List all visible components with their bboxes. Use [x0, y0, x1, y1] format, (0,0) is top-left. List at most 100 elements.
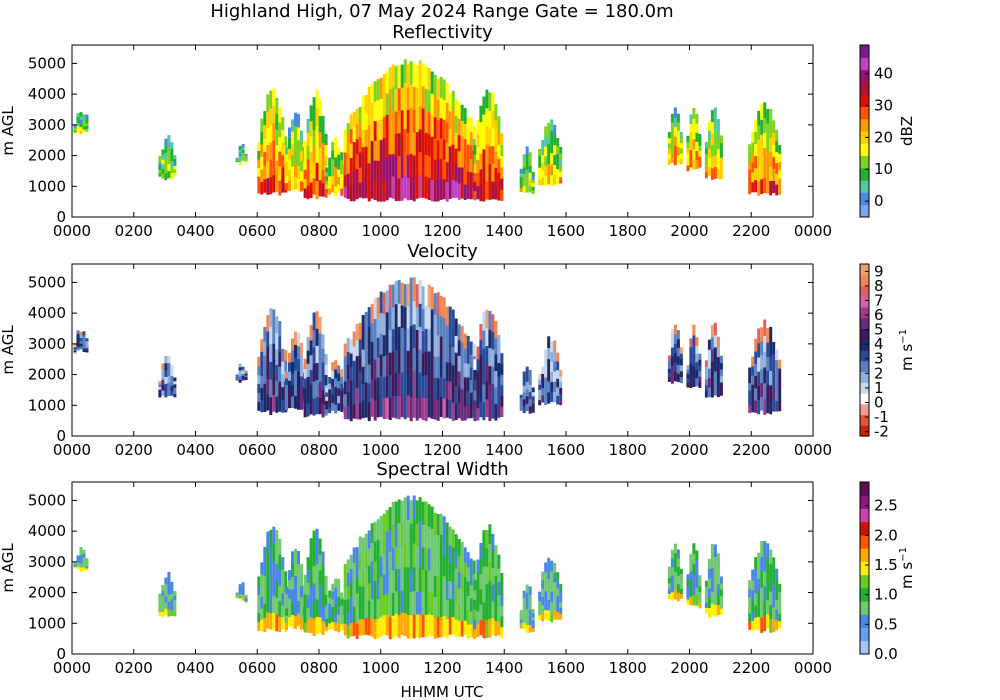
echo-cell — [519, 187, 523, 193]
echo-cell — [244, 158, 248, 160]
echo-cell — [466, 349, 470, 364]
colorbar-swatch — [860, 482, 869, 496]
echo-cell — [235, 374, 239, 377]
echo-cell — [522, 603, 526, 611]
echo-cell — [370, 341, 374, 361]
y-tick-label: 0 — [56, 645, 66, 663]
echo-cell — [519, 394, 523, 398]
echo-cell — [285, 390, 288, 398]
echo-cell — [397, 155, 401, 179]
echo-cell — [692, 365, 696, 377]
x-tick-label: 2000 — [670, 659, 708, 677]
echo-cell — [164, 602, 168, 609]
echo-cell — [266, 579, 270, 597]
echo-cell — [421, 352, 425, 376]
echo-cell — [460, 541, 464, 558]
echo-cell — [337, 372, 341, 381]
echo-cell — [373, 179, 377, 200]
echo-cell — [170, 148, 174, 155]
echo-cell — [367, 582, 371, 601]
echo-cell — [331, 621, 335, 630]
echo-cell — [497, 116, 501, 131]
echo-cell — [388, 67, 392, 90]
echo-cell — [355, 323, 359, 341]
echo-cell — [469, 584, 473, 599]
echo-cell — [769, 604, 773, 619]
echo-cell — [409, 301, 413, 326]
echo-cell — [704, 372, 708, 380]
echo-cell — [352, 345, 356, 361]
echo-cell — [473, 190, 477, 201]
echo-cell — [312, 530, 316, 549]
echo-cell — [531, 186, 535, 191]
echo-cell — [482, 183, 486, 202]
echo-cell — [85, 565, 89, 569]
echo-cell — [448, 180, 452, 199]
echo-cell — [403, 329, 407, 352]
echo-cell — [485, 89, 489, 109]
echo-cell — [692, 107, 696, 119]
echo-cell — [751, 620, 755, 632]
echo-cell — [473, 400, 477, 411]
echo-cell — [757, 153, 761, 168]
colorbar-frame — [859, 44, 870, 218]
echo-cell — [719, 382, 723, 390]
echo-cell — [457, 386, 461, 403]
echo-cell — [415, 329, 419, 353]
echo-cell — [346, 123, 350, 137]
echo-cell — [309, 136, 313, 152]
echo-cell — [463, 620, 467, 636]
echo-cell — [760, 104, 764, 120]
colorbar-tick-label: 8 — [874, 277, 884, 295]
echo-cell — [427, 67, 431, 91]
echo-cell — [710, 384, 714, 398]
echo-cell — [550, 163, 554, 176]
echo-cell — [281, 569, 285, 582]
echo-cell — [324, 585, 328, 595]
echo-cell — [355, 138, 359, 155]
echo-cell — [161, 600, 165, 607]
colorbar-tick-label: 1 — [874, 379, 884, 397]
echo-cell — [361, 314, 365, 333]
echo-cell — [309, 339, 313, 356]
echo-cell — [394, 303, 398, 328]
echo-cell — [288, 607, 291, 618]
echo-cell — [436, 99, 440, 121]
echo-cell — [312, 346, 316, 365]
echo-cell — [76, 119, 80, 123]
echo-cell — [397, 372, 401, 397]
echo-cell — [158, 600, 162, 605]
echo-cell — [358, 136, 362, 153]
echo-cell — [550, 341, 554, 353]
echo-cell — [275, 113, 279, 130]
echo-cell — [346, 611, 350, 626]
echo-cell — [278, 366, 282, 382]
echo-cell — [328, 590, 332, 598]
echo-cell — [331, 613, 335, 622]
echo-cell — [352, 156, 356, 172]
echo-cell — [275, 546, 279, 565]
echo-cell — [686, 574, 690, 580]
echo-cell — [164, 172, 168, 181]
x-axis-label: HHMM UTC — [401, 683, 484, 700]
echo-cell — [235, 379, 239, 381]
echo-cell — [544, 600, 548, 611]
echo-cell — [272, 526, 276, 545]
echo-cell — [713, 604, 717, 617]
echo-cell — [667, 364, 671, 369]
echo-cell — [379, 354, 383, 376]
echo-cell — [355, 183, 359, 200]
echo-cell — [306, 582, 310, 596]
echo-cell — [772, 342, 776, 355]
echo-cell — [400, 132, 404, 156]
echo-cell — [430, 330, 434, 354]
echo-cell — [400, 109, 404, 133]
echo-cell — [497, 172, 501, 187]
echo-cell — [676, 372, 680, 383]
echo-cell — [281, 348, 285, 362]
echo-cell — [686, 589, 690, 595]
echo-cell — [525, 388, 529, 397]
echo-cell — [494, 183, 498, 200]
echo-cell — [260, 181, 264, 195]
echo-cell — [445, 343, 449, 363]
